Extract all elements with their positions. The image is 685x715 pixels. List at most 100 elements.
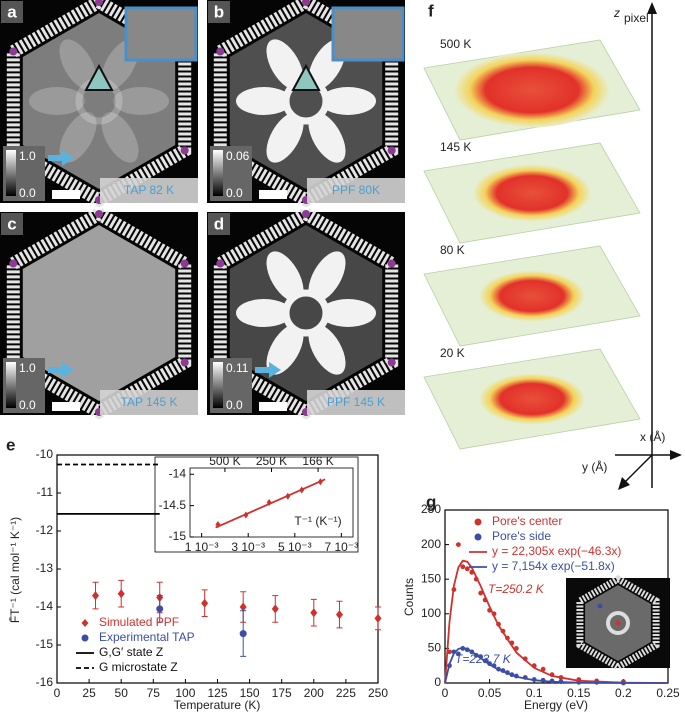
inset-image	[331, 6, 405, 62]
scale-bar	[259, 190, 287, 199]
x-axis-label: Temperature (K)	[174, 698, 261, 712]
x-tick-label: 250	[368, 686, 388, 700]
temperature-label: 500 K	[440, 37, 471, 51]
node	[302, 0, 310, 6]
node	[180, 358, 189, 367]
x-tick-label: 125	[207, 686, 227, 700]
top-tick-label: 500 K	[209, 454, 240, 468]
colorbar-max: 1.0	[19, 149, 36, 163]
y-tick-label: 200	[421, 537, 441, 551]
density-map	[454, 52, 610, 128]
top-tick-label: 250 K	[256, 454, 287, 468]
legend-label: G,G′ state Z	[99, 645, 163, 659]
colorbar	[213, 150, 223, 196]
x-tick-label: 0.25	[656, 686, 680, 700]
x-tick-label: 200	[304, 686, 324, 700]
legend-label: Pore's center	[492, 514, 562, 528]
colorbar-max: 1.0	[19, 361, 36, 375]
x-axis-label: T⁻¹ (K⁻¹)	[294, 514, 341, 528]
density-lobe	[308, 324, 346, 375]
z-label: z	[613, 6, 620, 20]
x-axis-label: Energy (eV)	[524, 698, 588, 712]
line	[444, 559, 669, 684]
pore-wall	[576, 574, 660, 672]
x-tick-label: 3 10⁻³	[231, 540, 265, 554]
side-dot	[597, 603, 603, 609]
x-tick-label: 0	[442, 686, 449, 700]
line	[444, 646, 668, 684]
label-bg	[1, 213, 23, 235]
point	[478, 590, 484, 596]
arrow	[255, 362, 281, 378]
point	[156, 605, 164, 613]
legend-swatch	[81, 634, 89, 642]
legend-label: Simulated PPF	[99, 615, 179, 629]
y-tick-label: -12	[36, 523, 54, 537]
density-lobe	[59, 112, 97, 163]
center-dot	[615, 620, 621, 626]
scale-bar	[52, 402, 80, 411]
panel-label: g	[426, 492, 436, 511]
x-tick-label: 0	[54, 686, 61, 700]
colorbar-max: 0.06	[226, 149, 250, 163]
x-tick-label: 0.15	[567, 686, 591, 700]
point	[455, 651, 461, 657]
point	[455, 542, 461, 547]
caption: PPF 80K	[332, 183, 380, 197]
point	[464, 566, 470, 572]
density-lobe	[29, 87, 85, 115]
x-tick-label: 0.1	[526, 686, 543, 700]
point	[374, 613, 382, 623]
inset-frame	[154, 456, 359, 553]
x-tick-label: 75	[147, 686, 161, 700]
annotation: T=250.2 K	[488, 582, 545, 596]
caption: PPF 145 K	[327, 395, 385, 409]
panel-label: c	[7, 214, 16, 233]
legend-swatch	[474, 518, 482, 526]
caption: TAP 82 K	[124, 183, 174, 197]
point	[335, 610, 343, 620]
y-tick-label: 100	[421, 606, 441, 620]
x-tick-label: 25	[82, 686, 96, 700]
y-tick-label: -15	[36, 637, 54, 651]
y-tick-label: -14	[36, 599, 54, 613]
x-tick-label: 225	[336, 686, 356, 700]
x-tick-label: 100	[175, 686, 195, 700]
density-lobe	[266, 112, 304, 163]
y-label: y (Å)	[582, 459, 607, 474]
panel-label: b	[214, 2, 224, 21]
density-lobe	[101, 112, 139, 163]
node	[180, 146, 189, 155]
density-map	[479, 270, 585, 322]
inset-image	[124, 6, 198, 62]
scale-bar	[52, 190, 80, 199]
node	[216, 47, 225, 56]
caption-bg	[100, 390, 198, 415]
colorbar-min: 0.0	[226, 186, 243, 200]
density-lobe	[266, 324, 304, 375]
scale-bar	[259, 402, 287, 411]
node	[387, 146, 396, 155]
node	[9, 259, 18, 268]
colorbar	[6, 362, 16, 408]
legend-swatch	[81, 619, 89, 627]
panel-label: f	[428, 1, 434, 20]
legend-label: y = 7,154x exp(−51.8x)	[492, 559, 615, 573]
node	[302, 210, 310, 218]
temperature-label: 80 K	[440, 243, 465, 257]
x-tick-label: 0.05	[478, 686, 502, 700]
x-tick-label: 1 10⁻³	[185, 540, 219, 554]
arrow	[48, 150, 74, 166]
point	[117, 589, 125, 599]
x-tick-label: 7 10⁻³	[325, 540, 359, 554]
caption: TAP 145 K	[121, 395, 178, 409]
y-tick-label: -16	[36, 675, 54, 689]
colorbar-min: 0.0	[19, 186, 36, 200]
node	[95, 210, 103, 218]
legend-label: G microstate Z	[99, 660, 178, 674]
panel-label: a	[7, 2, 17, 21]
point	[92, 591, 100, 601]
density-lobe	[113, 87, 169, 115]
point	[310, 608, 318, 618]
